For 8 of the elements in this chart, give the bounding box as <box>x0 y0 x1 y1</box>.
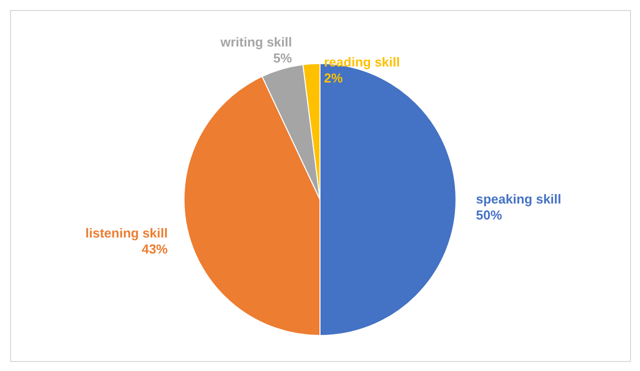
slice-label: reading skill <box>324 54 400 70</box>
data-label: 43% <box>142 242 168 257</box>
slice-label: writing skill <box>219 34 292 50</box>
data-label: 50% <box>476 208 502 222</box>
data-label: 5% <box>273 50 292 66</box>
slice-label: speaking skill <box>476 192 562 206</box>
data-label: 2% <box>324 70 344 86</box>
slice-label: listening skill <box>85 226 168 241</box>
